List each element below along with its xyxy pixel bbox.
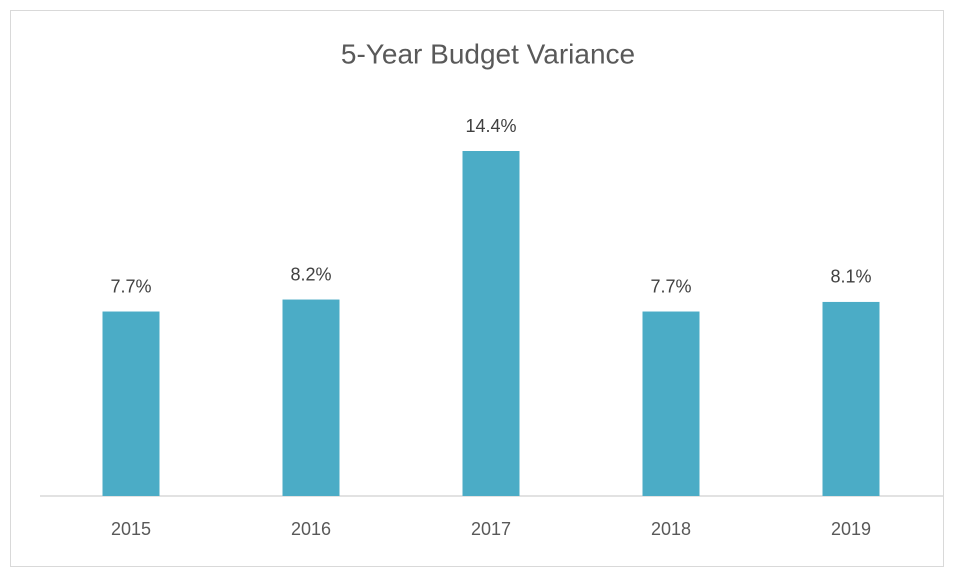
bar	[642, 311, 700, 496]
x-tick-label: 2019	[831, 519, 871, 539]
data-label: 8.1%	[830, 267, 871, 287]
x-tick-label: 2015	[111, 519, 151, 539]
x-tick-label: 2018	[651, 519, 691, 539]
x-tick-label: 2016	[291, 519, 331, 539]
data-label: 14.4%	[465, 116, 516, 136]
chart-title: 5-Year Budget Variance	[341, 38, 635, 69]
data-label: 7.7%	[110, 276, 151, 296]
bar	[822, 301, 880, 496]
x-tick-label: 2017	[471, 519, 511, 539]
bar	[462, 151, 520, 496]
data-label: 7.7%	[650, 276, 691, 296]
bar	[282, 299, 340, 496]
data-label: 8.2%	[290, 264, 331, 284]
bar	[102, 311, 160, 496]
